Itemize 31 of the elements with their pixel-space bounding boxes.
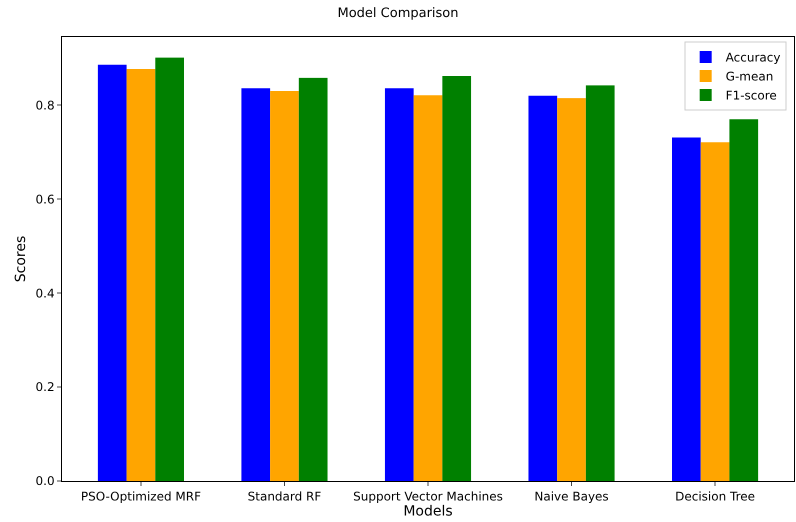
bar [384, 88, 414, 481]
x-tick-label: Decision Tree [675, 489, 756, 504]
bar [270, 91, 299, 481]
bar [298, 78, 328, 481]
y-tick-label: 0.8 [36, 98, 55, 112]
legend-label: F1-score [726, 88, 777, 103]
bar [126, 68, 156, 481]
bar [672, 138, 701, 481]
legend-label: G-mean [726, 70, 774, 84]
x-tick-label: Support Vector Machines [353, 489, 503, 504]
bar [414, 95, 442, 481]
bar [528, 96, 558, 481]
chart-title: Model Comparison [338, 6, 458, 21]
y-axis-title: Scores [13, 236, 30, 282]
x-tick-label: Naive Bayes [534, 489, 609, 504]
bar [557, 98, 586, 481]
bar [586, 85, 615, 481]
x-axis-title: Models [403, 503, 453, 520]
x-tick-label: PSO-Optimized MRF [80, 489, 202, 504]
bar [241, 88, 270, 481]
legend-label: Accuracy [726, 50, 780, 65]
y-tick-label: 0.0 [36, 474, 55, 488]
bar [155, 58, 184, 481]
bar [700, 142, 730, 481]
y-tick-label: 0.6 [36, 192, 55, 206]
bar [98, 64, 127, 481]
y-tick-label: 0.2 [36, 380, 55, 394]
x-tick-label: Standard RF [248, 489, 322, 504]
bar [442, 76, 472, 481]
bar [729, 119, 758, 481]
y-tick-label: 0.4 [36, 286, 55, 300]
